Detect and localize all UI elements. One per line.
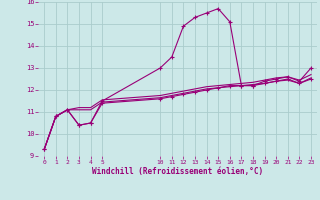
X-axis label: Windchill (Refroidissement éolien,°C): Windchill (Refroidissement éolien,°C) xyxy=(92,167,263,176)
